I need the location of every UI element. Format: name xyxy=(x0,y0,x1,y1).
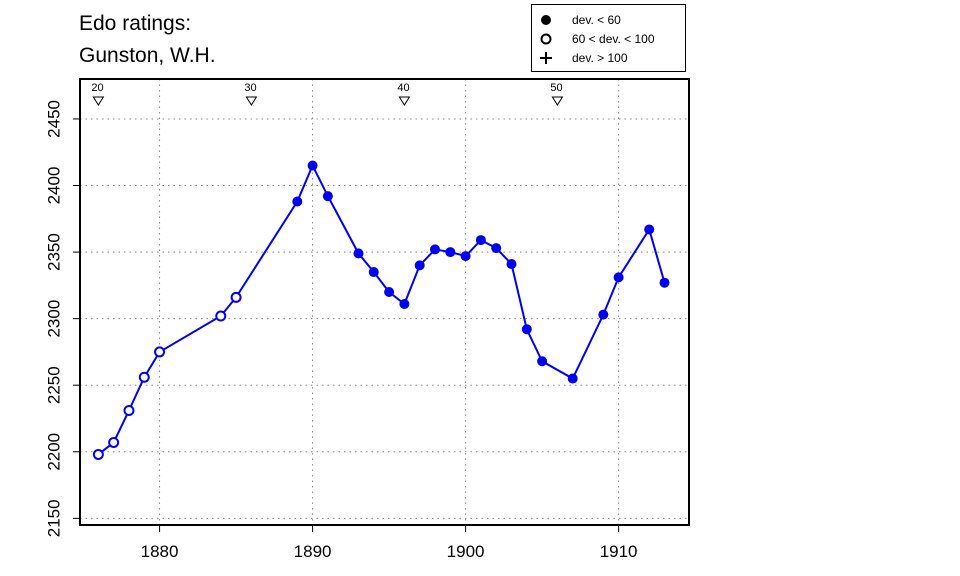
data-point xyxy=(429,244,440,255)
y-tick-label: 2200 xyxy=(45,433,64,471)
y-tick-label: 2400 xyxy=(45,167,64,205)
chart-title-line-1: Edo ratings: xyxy=(79,12,192,35)
data-point xyxy=(567,373,578,384)
age-marker-triangle xyxy=(398,96,411,106)
age-marker-triangle xyxy=(92,96,105,106)
legend-item-dev-under-60: dev. < 60 xyxy=(532,10,685,30)
chart-title-line-2: Gunston, W.H. xyxy=(79,44,216,67)
age-marker-triangle xyxy=(245,96,258,106)
age-marker-label: 30 xyxy=(244,82,256,94)
data-point xyxy=(292,196,303,207)
data-point xyxy=(414,260,425,271)
data-point xyxy=(506,259,517,270)
data-point xyxy=(491,243,502,254)
x-tick-label: 1910 xyxy=(600,542,638,561)
data-point xyxy=(460,251,471,262)
age-marker-label: 20 xyxy=(91,82,103,94)
legend: dev. < 60 60 < dev. < 100 dev. > 100 xyxy=(531,4,686,72)
data-point xyxy=(598,309,609,320)
data-point xyxy=(659,277,670,288)
data-point xyxy=(384,287,395,298)
data-point xyxy=(230,291,242,303)
plot-frame xyxy=(79,78,690,526)
y-tick-label: 2450 xyxy=(45,100,64,138)
y-tick-label: 2250 xyxy=(45,366,64,404)
x-tick-label: 1900 xyxy=(447,542,485,561)
data-point xyxy=(521,324,532,335)
age-marker-triangle xyxy=(551,96,564,106)
x-tick-label: 1880 xyxy=(141,542,179,561)
plus-icon xyxy=(540,52,552,64)
filled-circle-icon xyxy=(541,15,551,25)
legend-item-dev-60-100: 60 < dev. < 100 xyxy=(532,29,685,49)
legend-label: dev. < 60 xyxy=(572,13,621,27)
axes: 1880 1890 1900 1910 2150 2200 2250 2300 2350 2400… xyxy=(45,100,638,561)
data-point xyxy=(368,267,379,278)
y-tick-label: 2350 xyxy=(45,233,64,271)
legend-item-dev-over-100: dev. > 100 xyxy=(532,48,685,68)
data-point xyxy=(644,224,655,235)
chart-title: Edo ratings: Gunston, W.H. xyxy=(79,8,216,72)
data-point xyxy=(154,346,166,358)
data-point xyxy=(613,272,624,283)
series-line xyxy=(97,163,666,456)
data-point xyxy=(108,436,120,448)
data-point xyxy=(138,371,150,383)
age-marker-label: 50 xyxy=(550,82,562,94)
data-point xyxy=(399,298,410,309)
data-point xyxy=(307,160,318,171)
series-line-layer xyxy=(92,160,670,460)
legend-label: dev. > 100 xyxy=(572,51,628,65)
open-circle-icon xyxy=(540,33,552,45)
data-point xyxy=(92,448,104,460)
data-point xyxy=(353,248,364,259)
data-point xyxy=(322,191,333,202)
y-tick-label: 2300 xyxy=(45,300,64,338)
data-point xyxy=(123,405,135,417)
data-point xyxy=(475,235,486,246)
age-marker-label: 40 xyxy=(397,82,409,94)
grid-lines xyxy=(80,79,689,525)
y-tick-label: 2150 xyxy=(45,499,64,537)
age-markers: 20 30 40 50 xyxy=(91,82,564,106)
data-point xyxy=(445,247,456,258)
x-tick-label: 1890 xyxy=(294,542,332,561)
data-point xyxy=(215,310,227,322)
data-point xyxy=(537,356,548,367)
legend-label: 60 < dev. < 100 xyxy=(572,32,655,46)
